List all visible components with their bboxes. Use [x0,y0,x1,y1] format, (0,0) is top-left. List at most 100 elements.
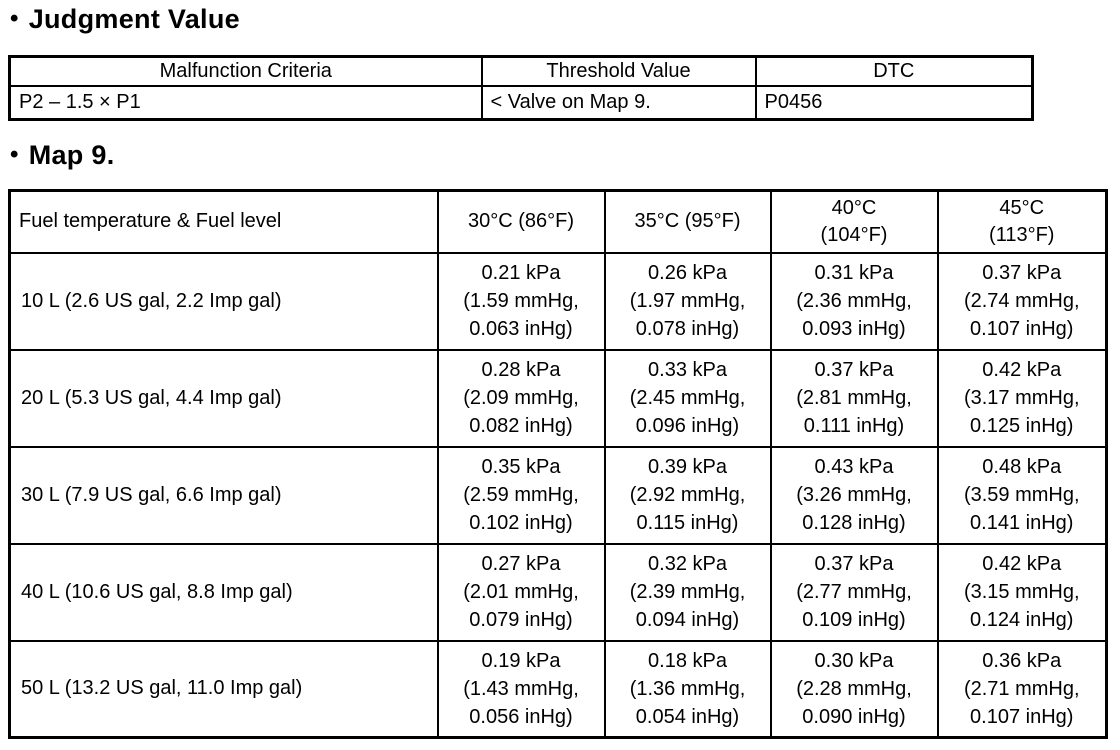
kpa-value: 0.42 kPa [982,553,1062,575]
inhg-value: 0.063 inHg) [469,318,573,340]
col-header-40c: 40°C (104°F) [769,189,939,254]
temp-header-line: (113°F) [989,223,1055,246]
value-cell: 0.39 kPa (2.92 mmHg, 0.115 inHg) [603,445,772,545]
kpa-value: 0.37 kPa [814,553,894,575]
map9-heading: • Map 9. [10,140,1120,170]
mmhg-value: (3.59 mmHg, [963,484,1080,506]
value-cell: 0.43 kPa (3.26 mmHg, 0.128 inHg) [769,445,939,545]
kpa-value: 0.31 kPa [814,262,894,284]
value-cell: 0.18 kPa (1.36 mmHg, 0.054 inHg) [603,639,772,739]
kpa-value: 0.30 kPa [814,649,894,672]
mmhg-value: (3.26 mmHg, [796,484,912,506]
mmhg-value: (2.09 mmHg, [463,387,579,409]
kpa-value: 0.27 kPa [481,553,561,575]
col-header-45c: 45°C (113°F) [936,189,1108,254]
value-cell: 0.37 kPa (2.81 mmHg, 0.111 inHg) [769,348,939,448]
mmhg-value: (2.74 mmHg, [963,290,1080,312]
mmhg-value: (3.15 mmHg, [963,581,1080,603]
judgment-data-row: P2 – 1.5 × P1 < Valve on Map 9. P0456 [8,84,1034,121]
table-row-10l: 10 L (2.6 US gal, 2.2 Imp gal) 0.21 kPa … [8,251,1108,351]
value-cell: 0.30 kPa (2.28 mmHg, 0.090 inHg) [769,639,939,739]
mmhg-value: (1.36 mmHg, [629,677,746,700]
mmhg-value: (2.81 mmHg, [796,387,912,409]
kpa-value: 0.19 kPa [481,649,561,672]
value-cell: 0.26 kPa (1.97 mmHg, 0.078 inHg) [603,251,772,351]
kpa-value: 0.28 kPa [481,359,561,381]
value-cell: 0.42 kPa (3.17 mmHg, 0.125 inHg) [936,348,1108,448]
mmhg-value: (1.43 mmHg, [463,677,579,700]
inhg-value: 0.094 inHg) [635,609,740,631]
value-cell: 0.48 kPa (3.59 mmHg, 0.141 inHg) [936,445,1108,545]
corner-header-fuel-temp-level: Fuel temperature & Fuel level [8,189,439,254]
kpa-value: 0.42 kPa [982,359,1062,381]
dtc-cell: P0456 [754,84,1034,121]
table-row-40l: 40 L (10.6 US gal, 8.8 Imp gal) 0.27 kPa… [8,542,1108,642]
judgment-value-heading: • Judgment Value [10,4,1120,34]
row-label: 20 L (5.3 US gal, 4.4 Imp gal) [8,348,439,448]
col-header-35c: 35°C (95°F) [603,189,772,254]
col-header-malfunction-criteria: Malfunction Criteria [8,55,483,87]
mmhg-value: (3.17 mmHg, [963,387,1080,409]
inhg-value: 0.107 inHg) [970,318,1074,340]
kpa-value: 0.39 kPa [648,456,727,478]
bullet-icon: • [10,141,19,168]
value-cell: 0.28 kPa (2.09 mmHg, 0.082 inHg) [436,348,606,448]
row-label: 30 L (7.9 US gal, 6.6 Imp gal) [8,445,439,545]
kpa-value: 0.21 kPa [481,262,561,284]
inhg-value: 0.096 inHg) [635,415,740,437]
inhg-value: 0.090 inHg) [802,705,906,728]
value-cell: 0.37 kPa (2.74 mmHg, 0.107 inHg) [936,251,1108,351]
temp-header-line: 45°C [999,196,1045,219]
kpa-value: 0.32 kPa [648,553,727,575]
mmhg-value: (1.59 mmHg, [463,290,579,312]
map9-heading-text: Map 9. [28,140,115,170]
malfunction-criteria-cell: P2 – 1.5 × P1 [8,84,483,121]
inhg-value: 0.107 inHg) [970,705,1074,728]
row-label: 50 L (13.2 US gal, 11.0 Imp gal) [8,639,439,739]
mmhg-value: (1.97 mmHg, [629,290,746,312]
kpa-value: 0.36 kPa [982,649,1062,672]
threshold-value-cell: < Valve on Map 9. [480,84,757,121]
inhg-value: 0.115 inHg) [636,512,739,534]
table-row-20l: 20 L (5.3 US gal, 4.4 Imp gal) 0.28 kPa … [8,348,1108,448]
kpa-value: 0.43 kPa [814,456,894,478]
inhg-value: 0.093 inHg) [802,318,906,340]
mmhg-value: (2.45 mmHg, [629,387,746,409]
value-cell: 0.33 kPa (2.45 mmHg, 0.096 inHg) [603,348,772,448]
inhg-value: 0.141 inHg) [970,512,1074,534]
col-header-dtc: DTC [754,55,1034,87]
kpa-value: 0.37 kPa [982,262,1062,284]
inhg-value: 0.109 inHg) [802,609,906,631]
inhg-value: 0.056 inHg) [469,705,573,728]
map9-table: Fuel temperature & Fuel level 30°C (86°F… [8,189,1108,739]
map9-header-row: Fuel temperature & Fuel level 30°C (86°F… [8,189,1108,254]
value-cell: 0.35 kPa (2.59 mmHg, 0.102 inHg) [436,445,606,545]
judgment-value-heading-text: Judgment Value [28,4,240,34]
mmhg-value: (2.92 mmHg, [629,484,746,506]
kpa-value: 0.33 kPa [648,359,727,381]
value-cell: 0.21 kPa (1.59 mmHg, 0.063 inHg) [436,251,606,351]
value-cell: 0.32 kPa (2.39 mmHg, 0.094 inHg) [603,542,772,642]
row-label: 40 L (10.6 US gal, 8.8 Imp gal) [8,542,439,642]
inhg-value: 0.082 inHg) [469,415,573,437]
value-cell: 0.36 kPa (2.71 mmHg, 0.107 inHg) [936,639,1108,739]
inhg-value: 0.128 inHg) [802,512,906,534]
kpa-value: 0.26 kPa [648,262,727,284]
value-cell: 0.37 kPa (2.77 mmHg, 0.109 inHg) [769,542,939,642]
inhg-value: 0.125 inHg) [970,415,1074,437]
table-row-30l: 30 L (7.9 US gal, 6.6 Imp gal) 0.35 kPa … [8,445,1108,545]
value-cell: 0.27 kPa (2.01 mmHg, 0.079 inHg) [436,542,606,642]
mmhg-value: (2.59 mmHg, [463,484,579,506]
temp-header-line: 30°C (86°F) [467,210,575,233]
value-cell: 0.42 kPa (3.15 mmHg, 0.124 inHg) [936,542,1108,642]
col-header-threshold-value: Threshold Value [480,55,757,87]
temp-header-line: 35°C (95°F) [634,210,741,233]
kpa-value: 0.35 kPa [481,456,561,478]
inhg-value: 0.079 inHg) [469,609,573,631]
inhg-value: 0.102 inHg) [469,512,573,534]
inhg-value: 0.054 inHg) [635,705,740,728]
mmhg-value: (2.01 mmHg, [463,581,579,603]
inhg-value: 0.078 inHg) [635,318,740,340]
kpa-value: 0.18 kPa [648,649,727,672]
